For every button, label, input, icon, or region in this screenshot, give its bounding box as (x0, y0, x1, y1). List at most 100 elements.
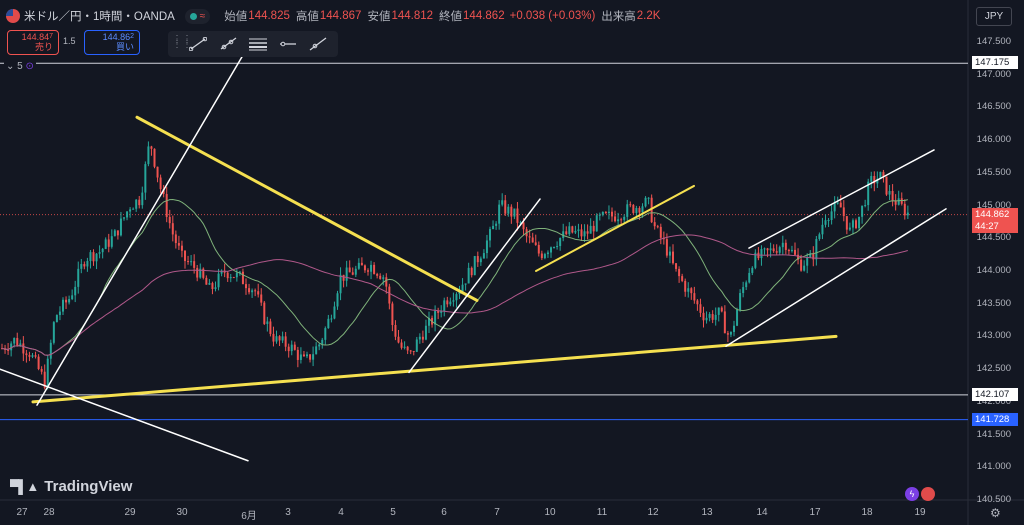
price-tick-label: 144.500 (976, 232, 1011, 244)
time-tick-label: 6 (441, 507, 447, 518)
candle-body (461, 284, 464, 292)
price-label-blue: 141.728 (972, 412, 1018, 426)
candle-body (165, 194, 168, 217)
chevron-down-icon: ⌄ (6, 61, 15, 72)
candle-body (580, 229, 583, 237)
high-label: 高値 (295, 11, 319, 23)
candle-body (363, 265, 366, 271)
candle-body (321, 339, 324, 345)
candle-body (659, 226, 662, 238)
candle-body (699, 304, 702, 313)
trend-line (36, 54, 244, 406)
candle-body (43, 371, 46, 388)
candle-body (546, 252, 549, 255)
candle-body (65, 299, 68, 303)
candle-body (501, 200, 504, 205)
candle-body (635, 207, 638, 214)
candle-body (159, 177, 162, 190)
candle-body (806, 257, 809, 266)
candle-body (293, 344, 296, 350)
candle-body (266, 321, 269, 324)
candle-body (177, 243, 180, 246)
candle-body (315, 346, 318, 355)
candle-body (168, 216, 171, 224)
candle-body (458, 291, 461, 295)
trend-line-tool-icon[interactable] (186, 34, 210, 54)
volume-value: 2.2K (636, 10, 661, 22)
candle-body (7, 349, 10, 351)
candle-body (25, 353, 28, 356)
trend-line (0, 368, 249, 462)
price-tick-label: 145.000 (976, 199, 1011, 211)
candle-body (269, 321, 272, 334)
candle-body (360, 262, 363, 266)
candle-body (601, 212, 604, 215)
candle-body (388, 286, 391, 304)
candle-body (299, 354, 302, 360)
candle-body (678, 268, 681, 277)
candle-body (180, 245, 183, 251)
candle-body (812, 253, 815, 260)
candle-body (742, 287, 745, 294)
candle-body (104, 239, 107, 249)
trend-line (535, 184, 695, 272)
candle-body (891, 190, 894, 201)
candle-body (565, 231, 568, 235)
candle-body (238, 271, 241, 273)
candle-body (876, 178, 879, 184)
buy-button[interactable]: 144.862 買い (84, 30, 140, 55)
candle-body (10, 343, 13, 351)
candle-body (537, 244, 540, 254)
sell-price: 144.84 (21, 32, 50, 42)
candle-body (473, 256, 476, 276)
indicator-collapse-toggle[interactable]: ⌄ 5 ⊙ (4, 61, 36, 72)
gear-icon[interactable]: ⚙ (990, 506, 1001, 520)
candle-body (428, 317, 430, 326)
lightning-icon: ϟ (905, 487, 919, 501)
price-tick-label: 140.500 (976, 494, 1011, 505)
sell-button[interactable]: 144.847 売り (7, 30, 59, 55)
candle-body (589, 225, 592, 234)
candle-body (290, 344, 293, 352)
price-tick-label: 147.000 (976, 68, 1011, 80)
candle-body (248, 288, 251, 293)
price-tick-label: 144.000 (976, 265, 1011, 276)
trend-line (135, 115, 479, 302)
candle-body (348, 267, 351, 273)
candle-body (629, 204, 632, 206)
symbol-title[interactable]: 米ドル／円・1時間・OANDA (24, 11, 175, 23)
horizontal-line-tool-icon[interactable] (276, 34, 300, 54)
time-tick-label: 7 (494, 507, 500, 518)
candle-body (571, 226, 574, 233)
candle-body (845, 216, 848, 230)
alerts-badge[interactable]: ϟ (905, 487, 935, 501)
candle-body (89, 252, 92, 261)
candle-body (775, 251, 778, 253)
candle-body (382, 277, 385, 279)
candle-body (455, 294, 458, 301)
candle-body (309, 354, 312, 360)
candle-body (894, 200, 897, 205)
candle-body (485, 240, 488, 254)
candle-body (745, 282, 748, 288)
candle-body (49, 342, 52, 359)
drag-handle-icon[interactable]: ⋮⋮ ⋮⋮ (172, 34, 192, 50)
candle-body (815, 239, 818, 260)
market-status-pill[interactable]: ≈ (184, 8, 211, 24)
candle-body (751, 267, 754, 273)
open-label: 始値 (224, 11, 248, 23)
time-tick-label: 27 (16, 507, 28, 518)
candle-body (647, 197, 650, 199)
extended-line-tool-icon[interactable] (306, 34, 330, 54)
candle-body (92, 252, 95, 262)
candle-body (263, 302, 266, 324)
candle-body (760, 249, 763, 259)
line-width-tool-icon[interactable] (246, 34, 270, 54)
price-tick-label: 142.500 (976, 363, 1011, 375)
tradingview-logo[interactable]: ▀▌▲ TradingView (10, 478, 132, 495)
currency-selector[interactable]: JPY (976, 7, 1012, 26)
candle-body (31, 355, 34, 357)
candle-body (406, 346, 409, 351)
ray-tool-icon[interactable] (216, 34, 240, 54)
